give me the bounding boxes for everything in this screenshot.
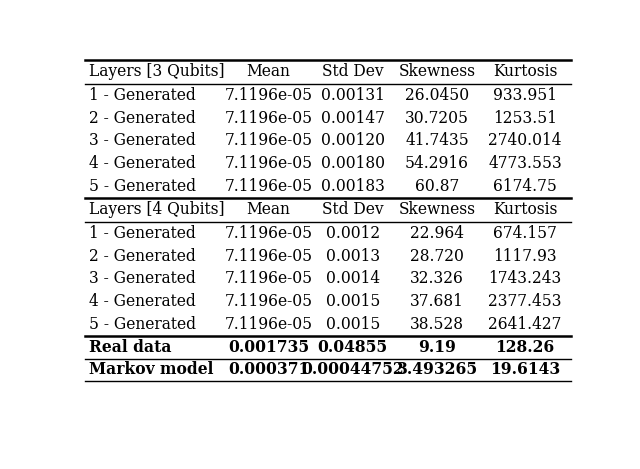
Text: 0.0015: 0.0015 (326, 293, 380, 310)
Text: 7.1196e-05: 7.1196e-05 (225, 271, 312, 287)
Text: 54.2916: 54.2916 (405, 155, 469, 172)
Text: 6174.75: 6174.75 (493, 178, 557, 195)
Text: 0.04855: 0.04855 (317, 339, 388, 356)
Text: Mean: Mean (246, 202, 291, 219)
Text: 9.19: 9.19 (418, 339, 456, 356)
Text: Kurtosis: Kurtosis (493, 202, 557, 219)
Text: 4773.553: 4773.553 (488, 155, 562, 172)
Text: 3 - Generated: 3 - Generated (89, 132, 196, 150)
Text: 1 - Generated: 1 - Generated (89, 225, 196, 242)
Text: 2377.453: 2377.453 (488, 293, 562, 310)
Text: 1117.93: 1117.93 (493, 248, 557, 265)
Text: 60.87: 60.87 (415, 178, 460, 195)
Text: 7.1196e-05: 7.1196e-05 (225, 132, 312, 150)
Text: 5 - Generated: 5 - Generated (89, 316, 196, 333)
Text: 2641.427: 2641.427 (488, 316, 562, 333)
Text: 7.1196e-05: 7.1196e-05 (225, 225, 312, 242)
Text: 2 - Generated: 2 - Generated (89, 110, 196, 127)
Text: Layers [3 Qubits]: Layers [3 Qubits] (89, 63, 225, 81)
Text: 674.157: 674.157 (493, 225, 557, 242)
Text: Real data: Real data (89, 339, 172, 356)
Text: 0.000371: 0.000371 (228, 362, 309, 378)
Text: 933.951: 933.951 (493, 87, 557, 104)
Text: 0.001735: 0.001735 (228, 339, 309, 356)
Text: 7.1196e-05: 7.1196e-05 (225, 178, 312, 195)
Text: 7.1196e-05: 7.1196e-05 (225, 110, 312, 127)
Text: 26.0450: 26.0450 (405, 87, 469, 104)
Text: 7.1196e-05: 7.1196e-05 (225, 87, 312, 104)
Text: 7.1196e-05: 7.1196e-05 (225, 248, 312, 265)
Text: 5 - Generated: 5 - Generated (89, 178, 196, 195)
Text: 1743.243: 1743.243 (488, 271, 562, 287)
Text: 2 - Generated: 2 - Generated (89, 248, 196, 265)
Text: 30.7205: 30.7205 (405, 110, 469, 127)
Text: 38.528: 38.528 (410, 316, 464, 333)
Text: Markov model: Markov model (89, 362, 213, 378)
Text: Layers [4 Qubits]: Layers [4 Qubits] (89, 202, 225, 219)
Text: 0.00131: 0.00131 (321, 87, 385, 104)
Text: 0.0015: 0.0015 (326, 316, 380, 333)
Text: 2740.014: 2740.014 (488, 132, 562, 150)
Text: 0.00120: 0.00120 (321, 132, 385, 150)
Text: Skewness: Skewness (399, 63, 476, 81)
Text: 0.00180: 0.00180 (321, 155, 385, 172)
Text: 0.0012: 0.0012 (326, 225, 380, 242)
Text: Std Dev: Std Dev (322, 202, 383, 219)
Text: 3 - Generated: 3 - Generated (89, 271, 196, 287)
Text: 1253.51: 1253.51 (493, 110, 557, 127)
Text: 32.326: 32.326 (410, 271, 464, 287)
Text: 7.1196e-05: 7.1196e-05 (225, 293, 312, 310)
Text: Skewness: Skewness (399, 202, 476, 219)
Text: 0.0013: 0.0013 (326, 248, 380, 265)
Text: 4 - Generated: 4 - Generated (89, 155, 196, 172)
Text: 28.720: 28.720 (410, 248, 464, 265)
Text: Mean: Mean (246, 63, 291, 81)
Text: 0.00147: 0.00147 (321, 110, 385, 127)
Text: 22.964: 22.964 (410, 225, 464, 242)
Text: Std Dev: Std Dev (322, 63, 383, 81)
Text: 0.0014: 0.0014 (326, 271, 380, 287)
Text: 37.681: 37.681 (410, 293, 464, 310)
Text: 7.1196e-05: 7.1196e-05 (225, 316, 312, 333)
Text: 19.6143: 19.6143 (490, 362, 560, 378)
Text: 1 - Generated: 1 - Generated (89, 87, 196, 104)
Text: 41.7435: 41.7435 (405, 132, 469, 150)
Text: 0.00183: 0.00183 (321, 178, 385, 195)
Text: 4 - Generated: 4 - Generated (89, 293, 196, 310)
Text: 0.00044752: 0.00044752 (301, 362, 404, 378)
Text: 3.493265: 3.493265 (397, 362, 477, 378)
Text: 7.1196e-05: 7.1196e-05 (225, 155, 312, 172)
Text: Kurtosis: Kurtosis (493, 63, 557, 81)
Text: 128.26: 128.26 (495, 339, 555, 356)
